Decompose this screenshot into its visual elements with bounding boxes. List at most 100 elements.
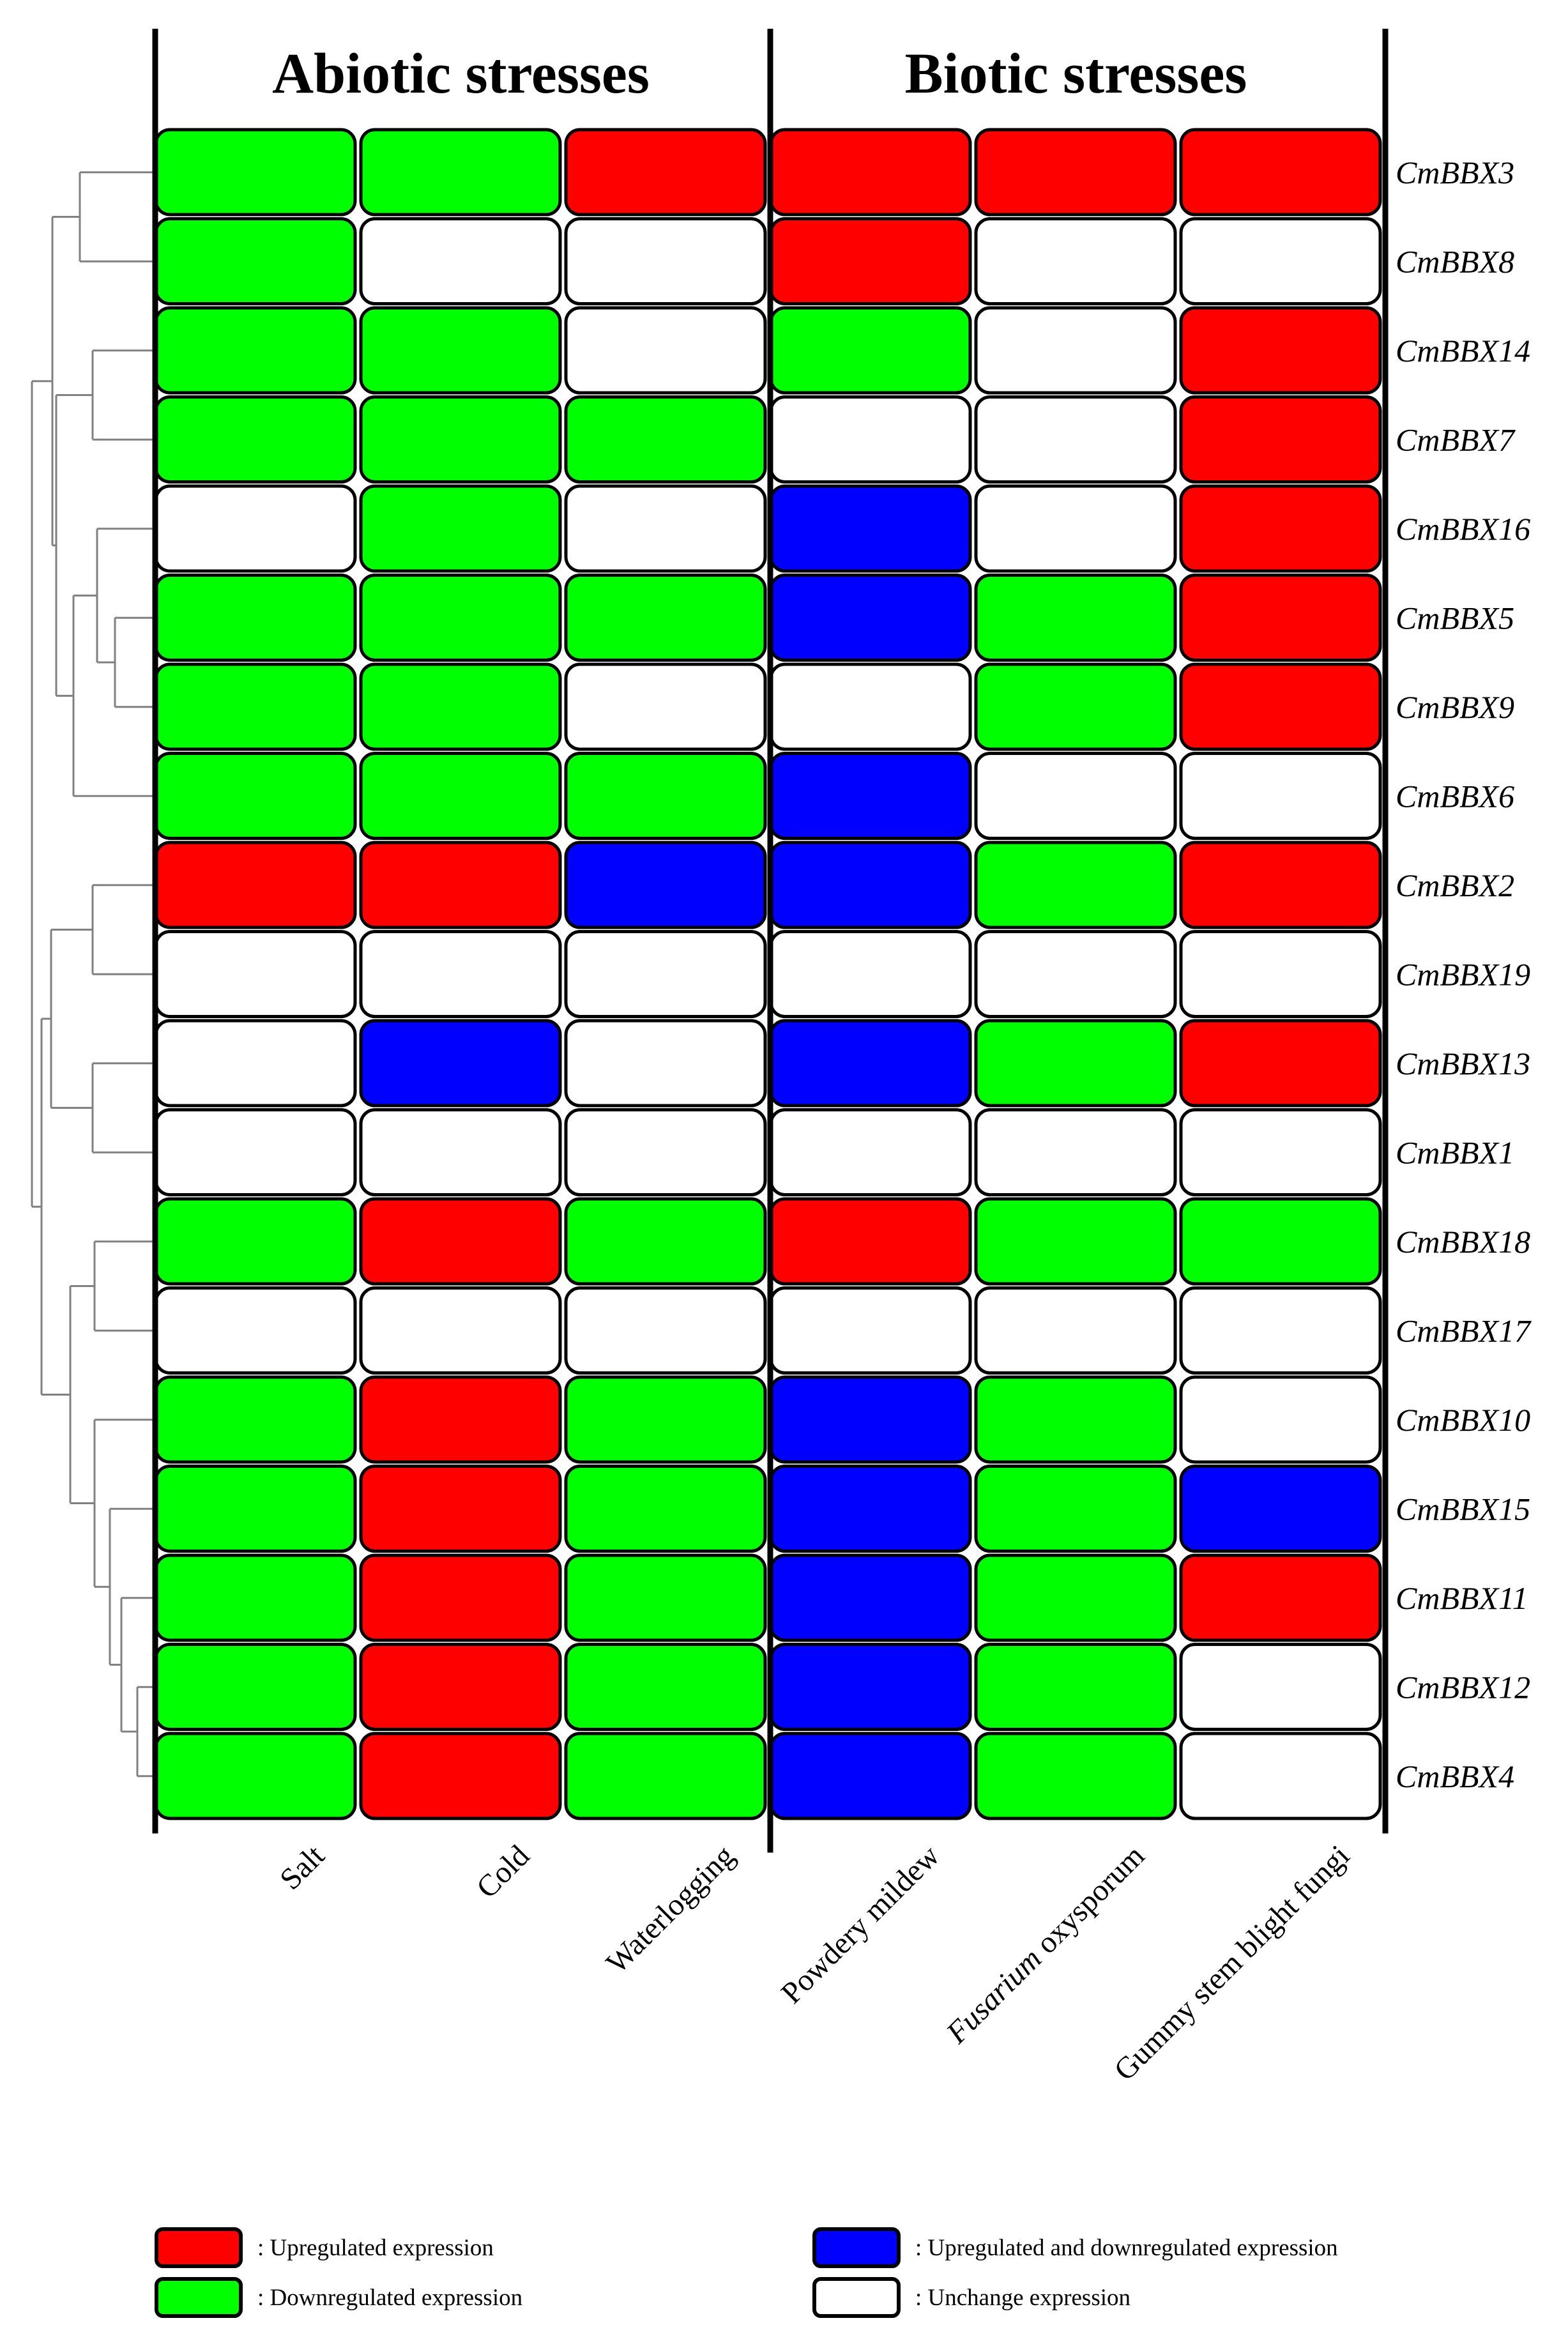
cell-cmbbx11-salt — [154, 1553, 357, 1642]
cell-cmbbx2-gummy-stem-blight-fungi — [1179, 841, 1382, 929]
gene-label-cmbbx5: CmBBX5 — [1396, 600, 1514, 636]
cell-cmbbx7-fusarium-oxysporum — [974, 395, 1177, 484]
cell-cmbbx18-waterlogging — [564, 1197, 767, 1286]
cell-cmbbx15-fusarium-oxysporum — [974, 1465, 1177, 1553]
cell-cmbbx13-cold — [359, 1019, 562, 1108]
legend-label-both: : Upregulated and downregulated expressi… — [915, 2235, 1338, 2261]
cell-cmbbx9-waterlogging — [564, 662, 767, 751]
gene-label-cmbbx12: CmBBX12 — [1396, 1669, 1530, 1705]
cell-cmbbx3-powdery-mildew — [769, 128, 972, 217]
cell-cmbbx5-gummy-stem-blight-fungi — [1179, 574, 1382, 662]
cell-cmbbx3-salt — [154, 128, 357, 217]
cell-cmbbx17-salt — [154, 1286, 357, 1375]
gene-label-cmbbx13: CmBBX13 — [1396, 1046, 1530, 1081]
column-label-gummy-stem-blight-fungi: Gummy stem blight fungi — [1107, 1839, 1356, 2087]
column-label-cold: Cold — [470, 1839, 536, 1905]
cell-cmbbx15-powdery-mildew — [769, 1465, 972, 1553]
cell-cmbbx2-fusarium-oxysporum — [974, 841, 1177, 929]
cell-cmbbx13-fusarium-oxysporum — [974, 1019, 1177, 1108]
gene-label-cmbbx17: CmBBX17 — [1396, 1313, 1532, 1348]
cell-cmbbx15-cold — [359, 1465, 562, 1553]
cell-cmbbx18-salt — [154, 1197, 357, 1286]
cell-cmbbx18-fusarium-oxysporum — [974, 1197, 1177, 1286]
cell-cmbbx10-powdery-mildew — [769, 1375, 972, 1464]
cell-cmbbx19-gummy-stem-blight-fungi — [1179, 930, 1382, 1018]
cell-cmbbx6-fusarium-oxysporum — [974, 752, 1177, 840]
cell-cmbbx17-waterlogging — [564, 1286, 767, 1375]
cell-cmbbx3-gummy-stem-blight-fungi — [1179, 128, 1382, 217]
cell-cmbbx19-waterlogging — [564, 930, 767, 1018]
gene-label-cmbbx19: CmBBX19 — [1396, 956, 1530, 992]
cell-cmbbx14-powdery-mildew — [769, 306, 972, 395]
legend-swatch-both — [812, 2227, 901, 2268]
group-title-biotic-stresses: Biotic stresses — [905, 42, 1247, 105]
cell-cmbbx8-cold — [359, 217, 562, 305]
cell-cmbbx16-waterlogging — [564, 484, 767, 573]
cell-cmbbx6-powdery-mildew — [769, 752, 972, 840]
cell-cmbbx9-fusarium-oxysporum — [974, 662, 1177, 751]
cell-cmbbx4-fusarium-oxysporum — [974, 1732, 1177, 1820]
cell-cmbbx15-salt — [154, 1465, 357, 1553]
cell-cmbbx4-powdery-mildew — [769, 1732, 972, 1820]
cell-cmbbx17-fusarium-oxysporum — [974, 1286, 1177, 1375]
cell-cmbbx1-gummy-stem-blight-fungi — [1179, 1108, 1382, 1196]
cell-cmbbx14-salt — [154, 306, 357, 395]
cell-cmbbx6-waterlogging — [564, 752, 767, 840]
cell-cmbbx14-waterlogging — [564, 306, 767, 395]
cell-cmbbx3-cold — [359, 128, 562, 217]
cell-cmbbx7-waterlogging — [564, 395, 767, 484]
cell-cmbbx4-salt — [154, 1732, 357, 1820]
cell-cmbbx5-fusarium-oxysporum — [974, 574, 1177, 662]
group-dividers — [152, 29, 1389, 1853]
gene-labels: CmBBX3 CmBBX8 CmBBX14 CmBBX7 CmBBX16 CmBBX5 Cm… — [1396, 155, 1532, 1794]
cell-cmbbx13-waterlogging — [564, 1019, 767, 1108]
cell-cmbbx2-cold — [359, 841, 562, 929]
cell-cmbbx15-waterlogging — [564, 1465, 767, 1553]
cell-cmbbx19-fusarium-oxysporum — [974, 930, 1177, 1018]
cell-cmbbx14-gummy-stem-blight-fungi — [1179, 306, 1382, 395]
cell-cmbbx16-fusarium-oxysporum — [974, 484, 1177, 573]
legend-label-up: : Upregulated expression — [257, 2235, 494, 2261]
cell-cmbbx17-cold — [359, 1286, 562, 1375]
cell-cmbbx10-waterlogging — [564, 1375, 767, 1464]
cell-cmbbx16-powdery-mildew — [769, 484, 972, 573]
column-labels: Salt Cold Waterlogging Powdery mildewFusari… — [273, 1838, 1356, 2087]
cell-cmbbx1-fusarium-oxysporum — [974, 1108, 1177, 1196]
cell-cmbbx9-salt — [154, 662, 357, 751]
cell-cmbbx16-gummy-stem-blight-fungi — [1179, 484, 1382, 573]
cell-cmbbx12-powdery-mildew — [769, 1643, 972, 1731]
legend-swatch-unchanged — [812, 2277, 901, 2318]
cell-cmbbx6-salt — [154, 752, 357, 840]
cell-cmbbx11-waterlogging — [564, 1553, 767, 1642]
cell-cmbbx8-salt — [154, 217, 357, 305]
cell-cmbbx5-cold — [359, 574, 562, 662]
legend: : Upregulated expression: Downregulated … — [155, 2227, 1338, 2318]
cell-cmbbx12-fusarium-oxysporum — [974, 1643, 1177, 1731]
gene-label-cmbbx1: CmBBX1 — [1396, 1134, 1514, 1170]
cell-cmbbx6-gummy-stem-blight-fungi — [1179, 752, 1382, 840]
cell-cmbbx9-powdery-mildew — [769, 662, 972, 751]
cell-cmbbx2-powdery-mildew — [769, 841, 972, 929]
gene-label-cmbbx15: CmBBX15 — [1396, 1491, 1530, 1527]
cell-cmbbx10-cold — [359, 1375, 562, 1464]
cell-cmbbx19-salt — [154, 930, 357, 1018]
cell-cmbbx11-fusarium-oxysporum — [974, 1553, 1177, 1642]
cell-cmbbx13-gummy-stem-blight-fungi — [1179, 1019, 1382, 1108]
cell-cmbbx19-cold — [359, 930, 562, 1018]
cell-cmbbx10-gummy-stem-blight-fungi — [1179, 1375, 1382, 1464]
cell-cmbbx10-fusarium-oxysporum — [974, 1375, 1177, 1464]
cell-cmbbx2-waterlogging — [564, 841, 767, 929]
cell-cmbbx13-powdery-mildew — [769, 1019, 972, 1108]
cell-cmbbx9-cold — [359, 662, 562, 751]
gene-label-cmbbx4: CmBBX4 — [1396, 1758, 1514, 1794]
cell-cmbbx5-salt — [154, 574, 357, 662]
cell-cmbbx1-salt — [154, 1108, 357, 1196]
gene-label-cmbbx18: CmBBX18 — [1396, 1224, 1530, 1260]
cell-cmbbx6-cold — [359, 752, 562, 840]
gene-label-cmbbx3: CmBBX3 — [1396, 155, 1514, 190]
cell-cmbbx12-salt — [154, 1643, 357, 1731]
cell-cmbbx7-cold — [359, 395, 562, 484]
cell-cmbbx8-gummy-stem-blight-fungi — [1179, 217, 1382, 305]
cell-cmbbx3-fusarium-oxysporum — [974, 128, 1177, 217]
cell-cmbbx8-fusarium-oxysporum — [974, 217, 1177, 305]
